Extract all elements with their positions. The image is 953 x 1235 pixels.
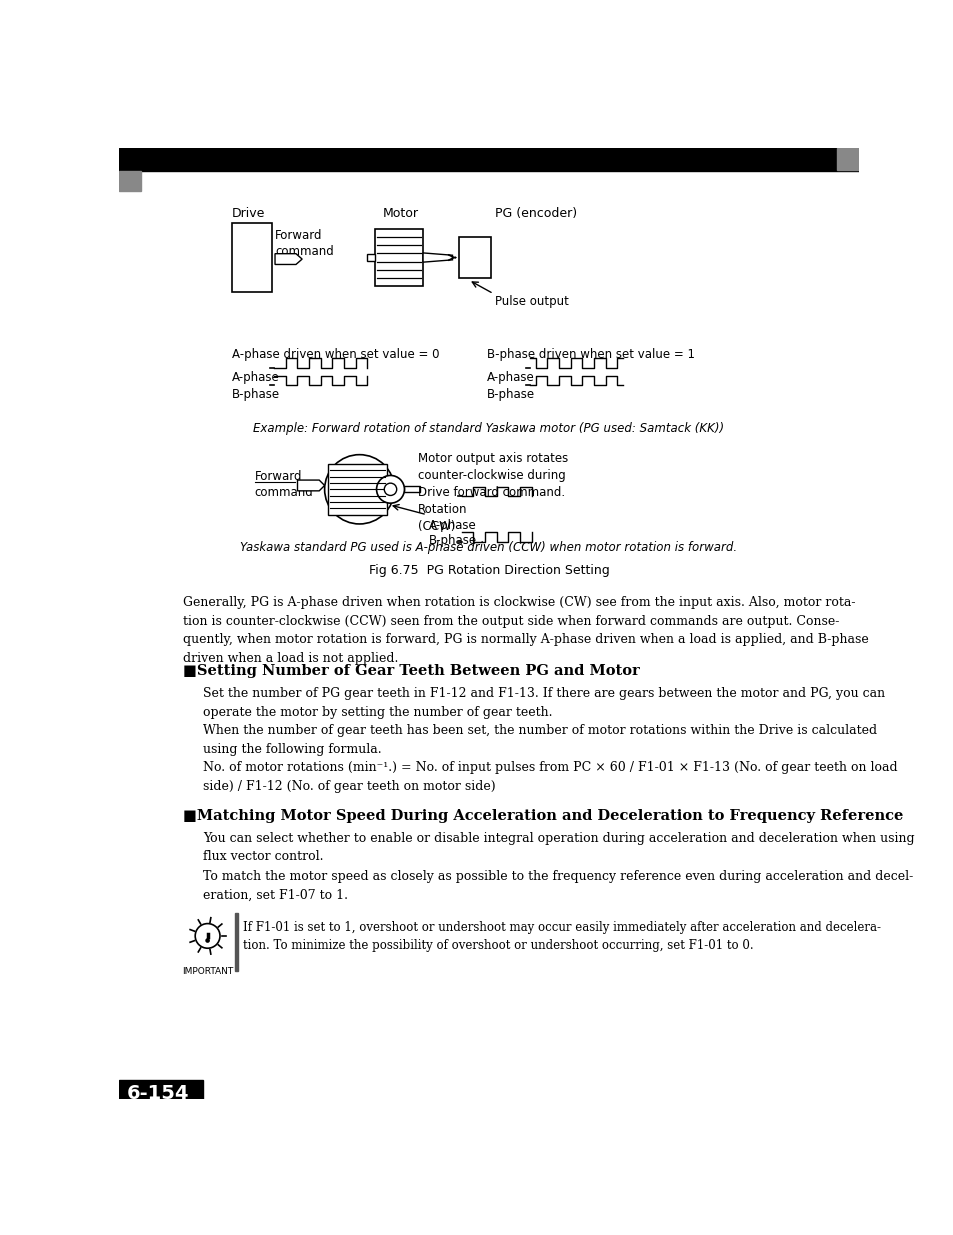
Text: Forward
command: Forward command bbox=[274, 228, 334, 258]
Text: When the number of gear teeth has been set, the number of motor rotations within: When the number of gear teeth has been s… bbox=[203, 724, 876, 756]
Text: Motor output axis rotates
counter-clockwise during
Drive forward command.
Rotati: Motor output axis rotates counter-clockw… bbox=[417, 452, 567, 534]
Circle shape bbox=[195, 924, 220, 948]
Bar bbox=[836, 148, 858, 169]
Text: Fig 6.75  PG Rotation Direction Setting: Fig 6.75 PG Rotation Direction Setting bbox=[368, 564, 609, 577]
Bar bbox=[328, 464, 386, 515]
Text: Drive: Drive bbox=[232, 207, 265, 221]
Text: Yaskawa standard PG used is A-phase driven (CCW) when motor rotation is forward.: Yaskawa standard PG used is A-phase driv… bbox=[240, 541, 737, 555]
Bar bbox=[367, 253, 375, 262]
Bar bbox=[119, 172, 141, 190]
Text: B-phase driven when set value = 1: B-phase driven when set value = 1 bbox=[487, 348, 695, 362]
Circle shape bbox=[384, 483, 396, 495]
Text: Set the number of PG gear teeth in F1-12 and F1-13. If there are gears between t: Set the number of PG gear teeth in F1-12… bbox=[203, 687, 884, 719]
Polygon shape bbox=[274, 253, 302, 264]
Text: A-phase: A-phase bbox=[487, 370, 535, 384]
Text: B-phase: B-phase bbox=[429, 534, 476, 547]
Text: If F1-01 is set to 1, overshoot or undershoot may occur easily immediately after: If F1-01 is set to 1, overshoot or under… bbox=[243, 920, 881, 951]
Text: No. of motor rotations (min⁻¹.) = No. of input pulses from PC × 60 / F1-01 × F1-: No. of motor rotations (min⁻¹.) = No. of… bbox=[203, 761, 897, 793]
Text: A-phase driven when set value = 0: A-phase driven when set value = 0 bbox=[232, 348, 438, 362]
Polygon shape bbox=[297, 480, 324, 490]
Text: Example: Forward rotation of standard Yaskawa motor (PG used: Samtack (KK)): Example: Forward rotation of standard Ya… bbox=[253, 421, 723, 435]
Circle shape bbox=[205, 939, 210, 942]
Text: PG (encoder): PG (encoder) bbox=[495, 207, 577, 221]
Text: ■Matching Motor Speed During Acceleration and Deceleration to Frequency Referenc: ■Matching Motor Speed During Acceleratio… bbox=[183, 809, 902, 823]
Text: 6-154: 6-154 bbox=[127, 1084, 190, 1103]
Text: A-phase: A-phase bbox=[232, 370, 279, 384]
Polygon shape bbox=[422, 253, 452, 262]
Text: ■Setting Number of Gear Teeth Between PG and Motor: ■Setting Number of Gear Teeth Between PG… bbox=[183, 664, 639, 678]
Bar bbox=[119, 148, 858, 172]
Text: Generally, PG is A-phase driven when rotation is clockwise (CW) see from the inp: Generally, PG is A-phase driven when rot… bbox=[183, 597, 867, 664]
Text: To match the motor speed as closely as possible to the frequency reference even : To match the motor speed as closely as p… bbox=[203, 871, 912, 902]
Circle shape bbox=[376, 475, 404, 503]
Text: Forward
command: Forward command bbox=[254, 471, 314, 499]
Text: Motor: Motor bbox=[382, 207, 418, 221]
Bar bbox=[458, 237, 491, 278]
Text: Pulse output: Pulse output bbox=[495, 295, 568, 309]
Text: IMPORTANT: IMPORTANT bbox=[182, 967, 233, 976]
Bar bbox=[235, 913, 237, 971]
Text: A-phase: A-phase bbox=[429, 519, 476, 531]
Text: You can select whether to enable or disable integral operation during accelerati: You can select whether to enable or disa… bbox=[203, 832, 914, 863]
Bar bbox=[232, 222, 272, 293]
Circle shape bbox=[324, 454, 394, 524]
Text: B-phase: B-phase bbox=[487, 389, 535, 401]
Bar bbox=[375, 228, 422, 287]
Bar bbox=[119, 1079, 203, 1104]
Text: B-phase: B-phase bbox=[232, 389, 279, 401]
Bar bbox=[404, 487, 419, 493]
